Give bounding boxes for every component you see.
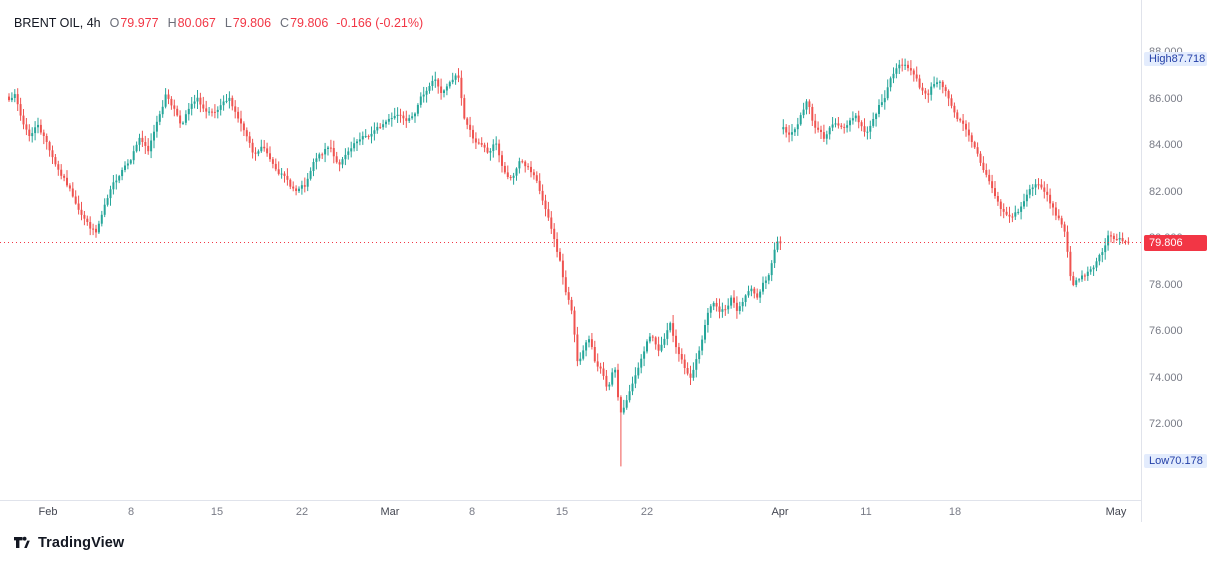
time-tick: 8 bbox=[468, 506, 476, 518]
tradingview-wordmark: TradingView bbox=[38, 534, 125, 551]
low-value: 79.806 bbox=[232, 16, 272, 30]
high-label-chip: High 87.718 bbox=[1144, 51, 1207, 66]
time-tick: 22 bbox=[640, 506, 654, 518]
last-price-badge: 79.806 bbox=[1144, 234, 1207, 251]
time-tick: Mar bbox=[380, 506, 400, 518]
low-label: L bbox=[224, 16, 232, 30]
price-tick: 74.000 bbox=[1149, 371, 1183, 384]
open-label: O bbox=[109, 16, 120, 30]
close-label: C bbox=[280, 16, 290, 30]
symbol-legend: BRENT OIL, 4h O79.977 H80.067 L79.806 C79.80… bbox=[14, 16, 423, 30]
price-axis[interactable]: 72.00074.00076.00078.00080.00082.00084.0… bbox=[1141, 0, 1209, 522]
low-chip-value: 70.178 bbox=[1169, 455, 1203, 468]
time-tick: Feb bbox=[38, 506, 58, 518]
high-label: H bbox=[167, 16, 177, 30]
close-value: 79.806 bbox=[290, 16, 329, 30]
price-tick: 78.000 bbox=[1149, 278, 1183, 291]
time-tick: 22 bbox=[295, 506, 309, 518]
tradingview-logo-icon bbox=[12, 533, 31, 552]
time-axis[interactable]: Feb 8 15 22 Mar 8 15 22 Apr 11 18 May bbox=[0, 500, 1209, 523]
time-tick: 11 bbox=[860, 506, 872, 518]
tradingview-attribution[interactable]: TradingView bbox=[12, 533, 124, 552]
price-tick: 82.000 bbox=[1149, 185, 1183, 198]
high-chip-value: 87.718 bbox=[1171, 52, 1206, 65]
high-value: 80.067 bbox=[177, 16, 216, 30]
time-tick: 8 bbox=[127, 506, 135, 518]
open-value: 79.977 bbox=[120, 16, 159, 30]
low-label-chip: Low 70.178 bbox=[1144, 454, 1207, 469]
time-tick: Apr bbox=[771, 506, 789, 518]
symbol-title[interactable]: BRENT OIL, 4h bbox=[14, 16, 101, 30]
time-tick: 15 bbox=[210, 506, 224, 518]
candlestick-chart[interactable] bbox=[0, 0, 1141, 500]
price-tick: 86.000 bbox=[1149, 92, 1183, 105]
high-chip-text: High bbox=[1149, 52, 1172, 65]
time-tick: 18 bbox=[948, 506, 962, 518]
change-value: -0.166 (-0.21%) bbox=[336, 16, 424, 30]
time-tick: May bbox=[1105, 506, 1127, 518]
low-chip-text: Low bbox=[1149, 455, 1170, 468]
price-tick: 84.000 bbox=[1149, 139, 1183, 151]
price-tick: 72.000 bbox=[1149, 418, 1183, 430]
time-tick: 15 bbox=[555, 506, 569, 518]
price-tick: 76.000 bbox=[1149, 325, 1183, 337]
